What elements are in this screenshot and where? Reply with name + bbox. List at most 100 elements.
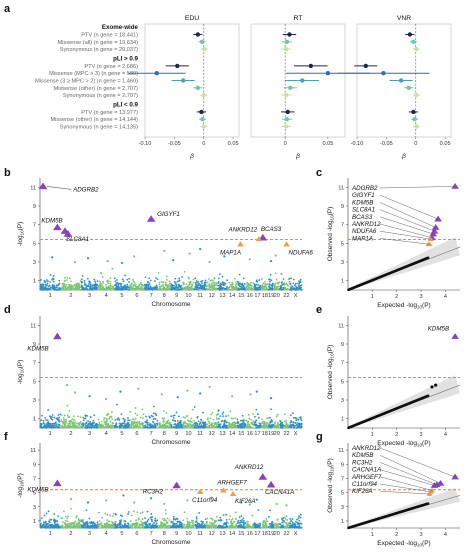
chromosome-tick-label: 9: [175, 431, 178, 437]
variant-point: [134, 407, 137, 409]
variant-point: [216, 284, 218, 287]
variant-point: [144, 426, 147, 429]
variant-point: [130, 282, 133, 285]
variant-point: [174, 282, 177, 285]
variant-point: [119, 390, 122, 393]
variant-point: [127, 425, 130, 427]
chromosome-points: [260, 278, 269, 291]
variant-point: [121, 286, 124, 289]
chromosome-tick-label: 22: [283, 531, 289, 537]
variant-point: [104, 512, 107, 515]
variant-point: [129, 410, 132, 413]
leader-line: [379, 186, 456, 189]
variant-point: [116, 425, 119, 428]
variant-point: [187, 276, 190, 279]
variant-point: [109, 420, 112, 423]
estimate-point: [398, 78, 404, 83]
variant-point: [231, 283, 234, 285]
variant-point: [179, 286, 182, 289]
estimate-point: [325, 71, 331, 76]
variant-point: [107, 285, 110, 288]
variant-point: [150, 525, 153, 528]
variant-point: [81, 519, 84, 521]
variant-point: [146, 426, 149, 429]
variant-point: [255, 287, 257, 290]
variant-point: [179, 424, 182, 427]
variant-point: [185, 283, 188, 286]
variant-point: [73, 526, 76, 529]
variant-point: [241, 414, 244, 417]
variant-point: [91, 422, 93, 425]
variant-point: [154, 526, 156, 529]
gene-label: MAP1A: [352, 235, 373, 242]
variant-point: [80, 520, 83, 523]
estimate-point: [381, 71, 386, 76]
variant-point: [101, 516, 103, 519]
chromosome-points: [157, 271, 171, 291]
variant-point: [68, 416, 71, 418]
variant-point: [246, 426, 248, 429]
variant-point: [244, 522, 247, 525]
variant-point: [229, 288, 231, 291]
chromosome-tick-label: 20: [274, 531, 280, 537]
variant-point: [122, 417, 125, 420]
variant-point: [227, 424, 230, 427]
variant-point: [55, 286, 58, 289]
chromosome-tick-label: 19: [268, 293, 274, 299]
variant-point: [236, 525, 239, 528]
variant-point: [86, 501, 90, 504]
variant-point: [71, 521, 74, 524]
variant-point: [126, 283, 129, 286]
variant-point: [219, 516, 222, 519]
variant-point: [192, 522, 195, 525]
variant-point: [281, 517, 283, 520]
variant-point: [232, 424, 234, 427]
chromosome-points: [170, 411, 184, 429]
y-tick-label: 1: [341, 417, 344, 423]
variant-point: [225, 421, 228, 423]
variant-point: [123, 420, 126, 423]
leader-line: [379, 476, 433, 491]
y-tick-label: 7: [33, 476, 36, 482]
variant-point: [265, 524, 268, 527]
chromosome-points: [253, 279, 262, 291]
variant-point: [99, 286, 102, 289]
variant-point: [163, 502, 166, 506]
variant-point: [274, 526, 276, 529]
variant-point: [159, 524, 162, 527]
variant-point: [238, 288, 241, 290]
variant-point: [202, 411, 205, 414]
variant-point: [182, 525, 185, 528]
variant-point: [133, 255, 136, 258]
variant-point: [40, 424, 42, 427]
variant-point: [141, 283, 144, 286]
variant-point: [138, 425, 141, 428]
variant-point: [80, 278, 83, 281]
variant-point: [229, 425, 232, 428]
variant-point: [178, 415, 180, 418]
chromosome-points: [113, 274, 131, 291]
variant-point: [84, 283, 87, 286]
chromosome-points: [273, 518, 281, 529]
variant-point: [242, 517, 245, 520]
variant-point: [144, 415, 147, 418]
variant-point: [163, 421, 165, 423]
chromosome-tick-label: 7: [150, 431, 153, 437]
variant-point: [297, 286, 299, 289]
variant-point: [263, 519, 265, 522]
variant-point: [44, 416, 47, 419]
variant-point: [111, 421, 114, 424]
variant-point: [86, 288, 88, 291]
variant-point: [103, 417, 106, 419]
estimate-point: [283, 46, 289, 52]
variant-point: [76, 422, 78, 425]
variant-point: [140, 520, 142, 523]
variant-point: [79, 526, 82, 529]
variant-point: [174, 426, 177, 429]
variant-point: [117, 286, 120, 289]
variant-point: [163, 518, 166, 520]
chromosome-points: [253, 509, 262, 529]
x-tick-label: 4: [444, 432, 447, 438]
